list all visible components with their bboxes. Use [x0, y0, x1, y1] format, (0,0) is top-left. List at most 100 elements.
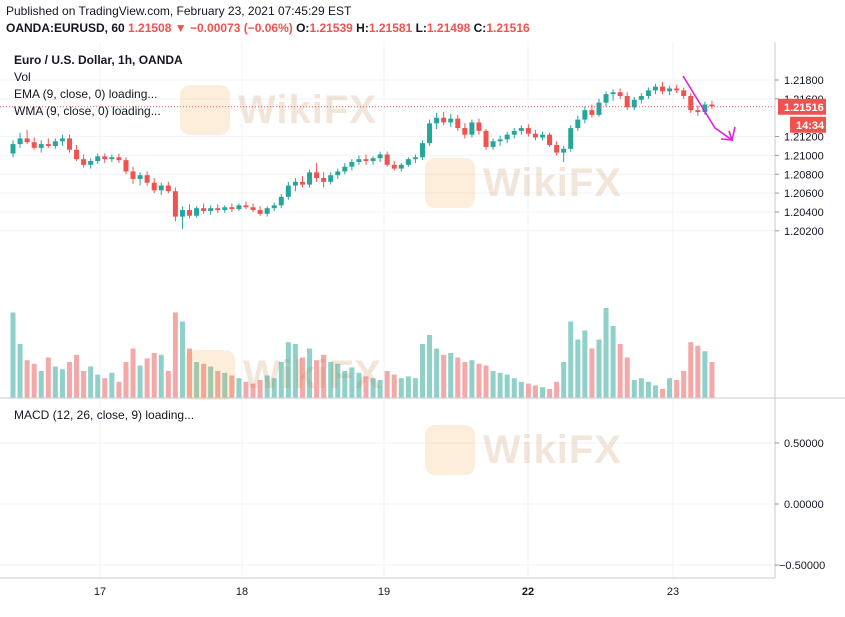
volume-bar [483, 365, 489, 398]
volume-bar [532, 385, 538, 398]
volume-bar [582, 330, 588, 398]
candle-body [363, 159, 369, 162]
candle-body [88, 161, 94, 165]
candle-body [264, 208, 270, 214]
candle-body [490, 141, 496, 147]
price-tick-label: 1.20400 [784, 207, 824, 219]
arrow-head [720, 130, 734, 141]
volume-bar [391, 374, 397, 398]
candle-body [462, 128, 468, 135]
volume-bar [547, 389, 553, 398]
candle-body [561, 148, 567, 153]
candle-body [412, 157, 418, 160]
volume-bar [271, 378, 277, 398]
volume-bar [490, 371, 496, 398]
volume-bar [299, 357, 305, 398]
candle-body [222, 207, 228, 211]
overlay-layer [0, 75, 775, 142]
candle-body [674, 88, 680, 91]
candle-body [123, 160, 129, 172]
volume-bar [66, 362, 72, 398]
candle-body [328, 175, 334, 182]
volume-bar [264, 375, 270, 398]
volume-bar [144, 358, 150, 398]
volume-bar [229, 375, 235, 398]
candle-body [158, 185, 164, 191]
candle-body [356, 159, 362, 162]
macd-tick-label: 0.00000 [784, 499, 824, 511]
volume-bar [137, 365, 143, 398]
candle-body [151, 182, 157, 191]
candle-body [59, 138, 65, 142]
volume-bar [469, 360, 475, 398]
volume-bar [645, 381, 651, 398]
low-label: L: [415, 21, 427, 35]
legend-wma[interactable]: WMA (9, close, 0) loading... [14, 104, 161, 118]
volume-bar [497, 372, 503, 398]
current-price-tag-bg [778, 98, 826, 115]
volume-bar [702, 351, 708, 398]
candle-body [547, 134, 553, 146]
volume-bar [617, 344, 623, 398]
volume-bar [74, 354, 80, 398]
candle-body [187, 210, 192, 216]
volume-bar [165, 371, 171, 398]
volume-bar [24, 360, 30, 398]
volume-bar [419, 344, 425, 398]
volume-bar [95, 374, 101, 398]
candle-body [342, 166, 348, 172]
legend-title[interactable]: Euro / U.S. Dollar, 1h, OANDA [14, 53, 183, 67]
candle-body [660, 86, 666, 92]
candle-body [137, 175, 143, 179]
candle-body [610, 92, 616, 95]
candle-body [476, 122, 482, 131]
candle-body [285, 185, 291, 197]
down-arrow-annotation-icon [682, 75, 736, 142]
volume-bar [278, 362, 284, 398]
candle-body [179, 210, 185, 217]
volume-bar [398, 378, 404, 398]
volume-bar [45, 357, 51, 398]
volume-bar [688, 342, 694, 398]
candle-body [45, 144, 51, 146]
volume-bar [603, 308, 609, 398]
candle-body [31, 142, 37, 148]
volume-bar [610, 326, 616, 398]
candle-body [540, 134, 545, 138]
volume-bar [292, 344, 298, 398]
legend-vol[interactable]: Vol [14, 70, 31, 84]
candle-body [38, 144, 44, 148]
candle-body [10, 144, 16, 154]
volume-bar [215, 371, 221, 398]
open-value: 1.21539 [309, 21, 353, 35]
candle-body [81, 159, 87, 165]
legend-ema[interactable]: EMA (9, close, 0) loading... [14, 87, 158, 101]
candle-body [575, 119, 581, 129]
volume-bar [187, 348, 192, 398]
volume-bar [504, 374, 510, 398]
macd-tick-label: −0.50000 [779, 560, 825, 572]
volume-bar [208, 366, 214, 398]
volume-bar [561, 362, 567, 398]
candle-body [229, 207, 235, 210]
volume-bar [412, 378, 418, 398]
volume-bar [349, 367, 355, 398]
candle-body [702, 104, 708, 113]
candle-body [292, 181, 298, 186]
legend-macd[interactable]: MACD (12, 26, close, 9) loading... [14, 408, 195, 422]
volume-bar [441, 354, 447, 398]
candle-body [299, 181, 305, 185]
time-tick-label: 17 [94, 586, 106, 598]
volume-bar [652, 385, 658, 398]
volume-bar [405, 376, 411, 398]
candle-body [511, 130, 517, 135]
volume-bar [434, 348, 440, 398]
volume-bar [709, 362, 715, 398]
volume-bar [377, 380, 383, 398]
current-price-tag: 1.21516 14:34 [778, 98, 826, 133]
volume-bar [123, 362, 129, 398]
volume-bar [554, 381, 560, 398]
current-price-label: 1.21516 [784, 102, 824, 114]
symbol-ohlc-line: OANDA:EURUSD, 60 1.21508 ▼ −0.00073 (−0.… [6, 21, 530, 35]
